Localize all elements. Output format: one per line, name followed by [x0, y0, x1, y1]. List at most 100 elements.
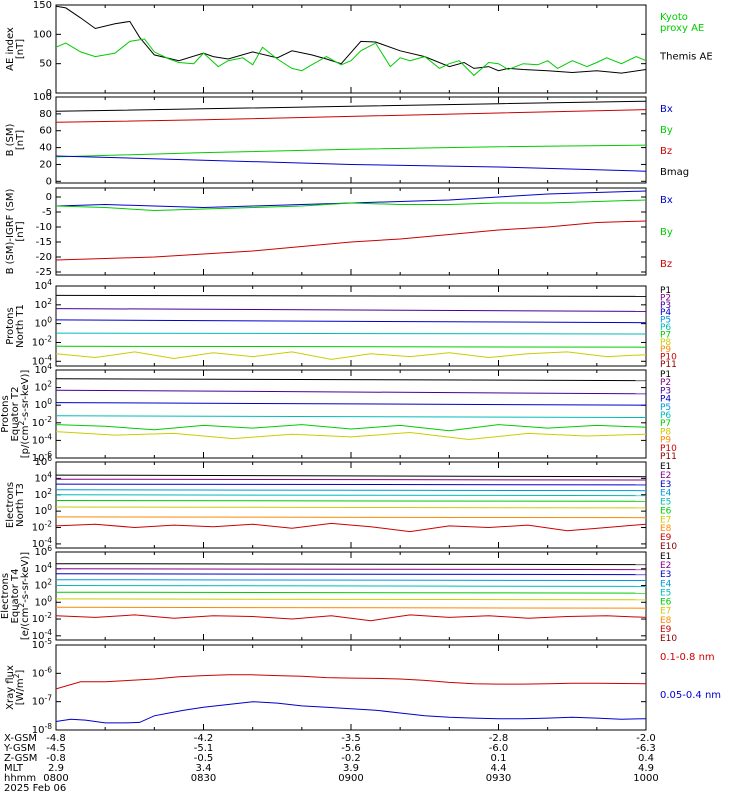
ephemeris-value: -0.2 [341, 753, 361, 764]
legend-entry: E5 [660, 498, 671, 508]
y-tick-label: 10-2 [32, 334, 52, 349]
ephemeris-value: 3.4 [196, 763, 212, 774]
ephemeris-row-label: Y-GSM [3, 743, 36, 754]
y-tick-label: 100 [34, 594, 52, 609]
legend-entry: Bx [660, 104, 673, 115]
y-tick-label: -15 [36, 237, 52, 248]
legend-entry: E10 [660, 542, 677, 552]
legend-entry: E9 [660, 533, 672, 543]
y-axis-label: AE index[nT] [5, 27, 26, 71]
series-line-e8 [56, 516, 646, 519]
y-axis-label: ProtonsNorth T1 [5, 304, 26, 348]
series-line-p6 [56, 415, 646, 418]
panel-bsm: 0 20 40 60 80 100 B (SM)[nT] Bx By Bz Bmag [5, 92, 689, 187]
series-line-p1 [56, 378, 646, 382]
series-line-e7 [56, 598, 646, 601]
y-tick-label: 80 [39, 109, 52, 120]
y-tick-label: 10-6 [32, 665, 52, 680]
series-line-e5 [56, 494, 646, 497]
legend-entry: P3 [660, 301, 671, 311]
series-line-e5 [56, 585, 646, 587]
series-line-p3 [56, 308, 646, 312]
legend-entry: P8 [660, 427, 671, 437]
ephemeris-row-label: X-GSM [4, 733, 37, 744]
plot-frame [55, 551, 647, 641]
ephemeris-value: 3.9 [343, 763, 359, 774]
ephemeris-value: 2.9 [48, 763, 64, 774]
series-line-p1 [56, 294, 646, 297]
y-tick-label: -20 [36, 252, 52, 263]
series-line-e7 [56, 506, 646, 509]
legend-entry: P5 [660, 403, 671, 413]
legend-entry: E10 [660, 634, 677, 644]
legend-entry: E8 [660, 524, 672, 534]
legend-entry: P6 [660, 411, 671, 421]
series-line-e3 [56, 483, 646, 486]
series-line-bx [56, 155, 646, 172]
y-tick-label: 100 [33, 29, 52, 40]
legend-entry: E6 [660, 598, 672, 608]
legend-entry: E3 [660, 480, 671, 490]
legend-entry: 0.05-0.4 nm [660, 690, 721, 701]
legend-entry: Bz [660, 146, 672, 157]
legend-entry: P9 [660, 436, 671, 446]
series-line-by [56, 144, 646, 158]
legend-entry: Bx [660, 195, 673, 206]
series-line-0-05-0-4-nm [56, 701, 646, 724]
legend-entry: E8 [660, 616, 672, 626]
y-tick-label: 104 [34, 560, 52, 575]
ephemeris-value: 4.9 [638, 763, 654, 774]
plot-frame [55, 4, 647, 94]
y-axis-label: ElectronsNorth T3 [5, 482, 26, 528]
series-line-e8 [56, 606, 646, 609]
y-tick-label: 0 [46, 176, 52, 187]
legend-entry: E1 [660, 462, 671, 472]
legend-entry: E3 [660, 570, 671, 580]
series-line-kyoto-proxy-ae [56, 38, 646, 77]
legend-entry: E1 [660, 552, 671, 562]
y-tick-label: 150 [33, 0, 52, 11]
legend-entry: By [660, 227, 673, 238]
series-line-p7 [56, 345, 646, 348]
legend-entry: P7 [660, 419, 671, 429]
legend-entry: E5 [660, 588, 671, 598]
legend-entry: E4 [660, 489, 672, 499]
y-axis-label: ElectronsEquator T4[e/(cm2-s-sr-keV)] [0, 552, 31, 640]
series-line-p3 [56, 389, 646, 395]
legend-entry: P9 [660, 345, 671, 355]
legend-entry: E4 [660, 579, 672, 589]
y-tick-label: 10-2 [32, 611, 52, 626]
legend-entry: Themis AE [659, 52, 713, 63]
series-line-e2 [56, 478, 646, 481]
legend-entry: Kyoto proxy AE [660, 12, 704, 34]
y-tick-label: 100 [33, 92, 52, 103]
ephemeris-value: -6.0 [489, 743, 509, 754]
y-tick-label: -10 [36, 222, 52, 233]
ephemeris-value: 1000 [633, 773, 658, 784]
y-tick-label: -5 [42, 207, 52, 218]
ephemeris-value: -3.5 [341, 733, 361, 744]
panel-ae: 0 50 100 150 AE index[nT] Kyoto proxy AE Themis… [5, 0, 713, 99]
y-tick-label: 0 [46, 88, 52, 99]
ephemeris-value: -4.2 [194, 733, 214, 744]
series-line-themis-ae [56, 5, 646, 74]
y-tick-label: 10-7 [32, 693, 52, 708]
y-tick-label: -25 [36, 267, 52, 278]
ephemeris-value: -2.8 [489, 733, 509, 744]
legend-entry: P11 [660, 452, 677, 462]
series-line-e3 [56, 573, 646, 576]
ephemeris-value: 0.1 [491, 753, 507, 764]
legend-entry: P1 [660, 286, 671, 296]
ephemeris-value: 0800 [43, 773, 68, 784]
y-axis-label: ProtonsEquator T2[p/(cm2-s-sr-keV)] [0, 370, 31, 459]
legend-entry: P5 [660, 316, 671, 326]
y-tick-label: 0 [46, 192, 52, 203]
ephemeris-value: 0930 [486, 773, 511, 784]
y-tick-label: 10-2 [32, 519, 52, 534]
y-tick-label: 100 [34, 397, 52, 412]
